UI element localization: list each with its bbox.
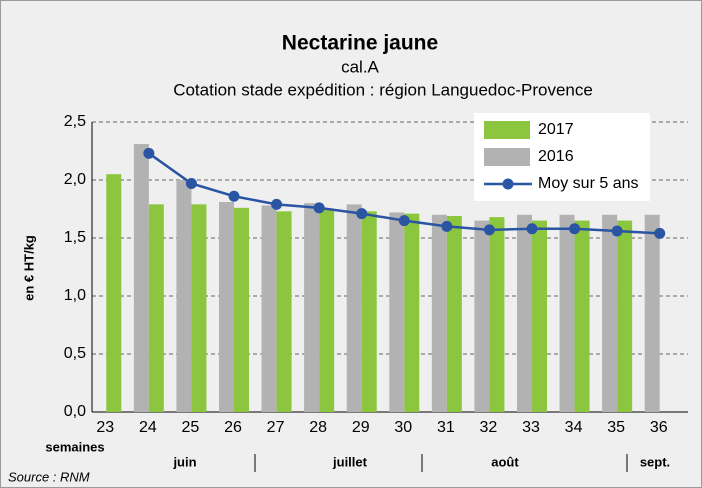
bar xyxy=(176,180,192,412)
bar xyxy=(602,214,618,412)
bar xyxy=(574,220,590,412)
bar xyxy=(517,214,532,412)
x-tick-label: 24 xyxy=(139,419,157,436)
bar xyxy=(446,215,462,412)
month-label: juillet xyxy=(332,454,368,469)
bar xyxy=(148,204,164,412)
legend-label: 2016 xyxy=(538,148,574,165)
x-tick-label: 25 xyxy=(182,419,200,436)
marker xyxy=(526,223,538,235)
marker xyxy=(441,220,453,232)
x-tick-label: 26 xyxy=(224,419,242,436)
y-tick-label: 0,5 xyxy=(64,345,86,362)
y-tick-label: 2,0 xyxy=(64,171,86,188)
marker xyxy=(483,224,495,236)
x-tick-label: 27 xyxy=(267,419,285,436)
bar xyxy=(559,214,575,412)
y-tick-label: 2,5 xyxy=(64,113,86,130)
bar xyxy=(319,209,335,412)
marker xyxy=(611,225,623,237)
bar xyxy=(234,207,249,412)
bar xyxy=(361,211,377,412)
bar xyxy=(276,211,292,412)
marker xyxy=(569,223,581,235)
chart-title: Nectarine jaune xyxy=(282,32,438,55)
chart-subtitle: cal.A xyxy=(341,57,379,76)
legend-label: 2017 xyxy=(538,121,574,138)
bar xyxy=(191,204,207,412)
x-tick-label: 28 xyxy=(309,419,327,436)
legend-label: Moy sur 5 ans xyxy=(538,175,638,192)
x-tick-label: 31 xyxy=(437,419,455,436)
legend-marker xyxy=(502,178,514,190)
month-label: juin xyxy=(172,454,196,469)
x-tick-label: 29 xyxy=(352,419,370,436)
x-axis-label: semaines xyxy=(45,439,104,454)
month-label: sept. xyxy=(640,454,670,469)
marker xyxy=(654,227,666,239)
source: Source : RNM xyxy=(8,469,90,484)
marker xyxy=(398,215,410,227)
bar xyxy=(431,214,447,412)
month-label: août xyxy=(491,454,519,469)
bar xyxy=(644,214,660,412)
bar xyxy=(219,202,234,412)
bar xyxy=(304,203,320,412)
y-tick-label: 0,0 xyxy=(64,403,86,420)
bar xyxy=(617,220,633,412)
x-tick-label: 32 xyxy=(480,419,498,436)
y-tick-label: 1,5 xyxy=(64,229,86,246)
marker xyxy=(313,202,325,214)
y-tick-label: 1,0 xyxy=(64,287,86,304)
marker xyxy=(271,198,283,210)
x-tick-label: 35 xyxy=(607,419,625,436)
legend-swatch xyxy=(484,121,530,139)
y-axis-label: en € HT/kg xyxy=(21,235,36,301)
x-tick-label: 33 xyxy=(522,419,540,436)
legend-swatch xyxy=(484,148,530,166)
marker xyxy=(356,208,368,220)
marker xyxy=(185,177,197,189)
chart-subtitle: Cotation stade expédition : région Langu… xyxy=(173,80,593,99)
x-tick-label: 30 xyxy=(394,419,412,436)
bar xyxy=(489,217,505,412)
x-tick-label: 23 xyxy=(96,419,114,436)
bar xyxy=(106,174,122,412)
x-tick-label: 34 xyxy=(565,419,583,436)
bar xyxy=(474,220,490,412)
bar xyxy=(389,212,405,412)
x-tick-label: 36 xyxy=(650,419,668,436)
bar xyxy=(133,144,149,413)
bar xyxy=(532,220,547,412)
bar xyxy=(346,204,362,412)
bar xyxy=(404,213,420,412)
marker xyxy=(143,147,155,159)
bar xyxy=(261,205,277,412)
marker xyxy=(228,190,240,202)
